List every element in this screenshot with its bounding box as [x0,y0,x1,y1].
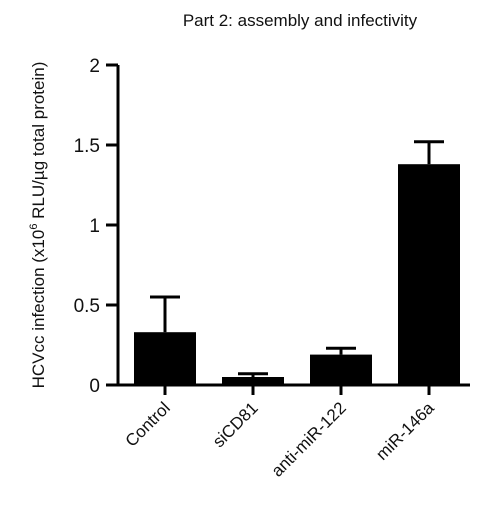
x-tick-label: Control [122,398,174,450]
plot-area: 0 0.5 1 1.5 2 Control siCD81 anti-miR-122 miR-14… [74,56,470,481]
chart-title: Part 2: assembly and infectivity [183,11,418,30]
y-tick-label: 1 [89,216,100,237]
bar [222,377,284,385]
y-axis-label-prefix: HCVcc infection (x10 [29,230,48,389]
bar [310,354,372,385]
x-tick-label: anti-miR-122 [268,398,350,480]
y-tick-label: 0.5 [74,296,100,317]
x-tick-label: siCD81 [209,398,262,451]
bar [398,164,460,385]
y-axis-label-suffix: RLU/µg total protein) [29,62,48,224]
y-tick-label: 1.5 [74,136,100,157]
y-axis-label: HCVcc infection (x106 RLU/µg total prote… [28,62,48,389]
y-tick-label: 2 [89,56,100,77]
y-tick-label: 0 [89,376,100,397]
y-axis-label-superscript: 6 [28,224,40,230]
x-tick-label: miR-146a [372,398,438,464]
bar [134,332,196,385]
